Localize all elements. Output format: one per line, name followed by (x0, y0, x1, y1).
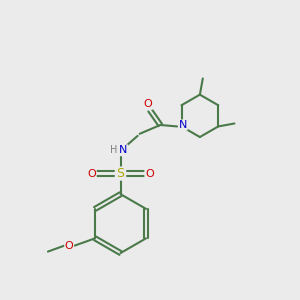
Text: N: N (119, 145, 128, 155)
Text: O: O (145, 169, 154, 178)
Text: O: O (87, 169, 96, 178)
Text: O: O (144, 99, 152, 110)
Text: N: N (179, 120, 187, 130)
Text: O: O (65, 241, 74, 251)
Text: H: H (110, 145, 117, 155)
Text: S: S (117, 167, 124, 180)
